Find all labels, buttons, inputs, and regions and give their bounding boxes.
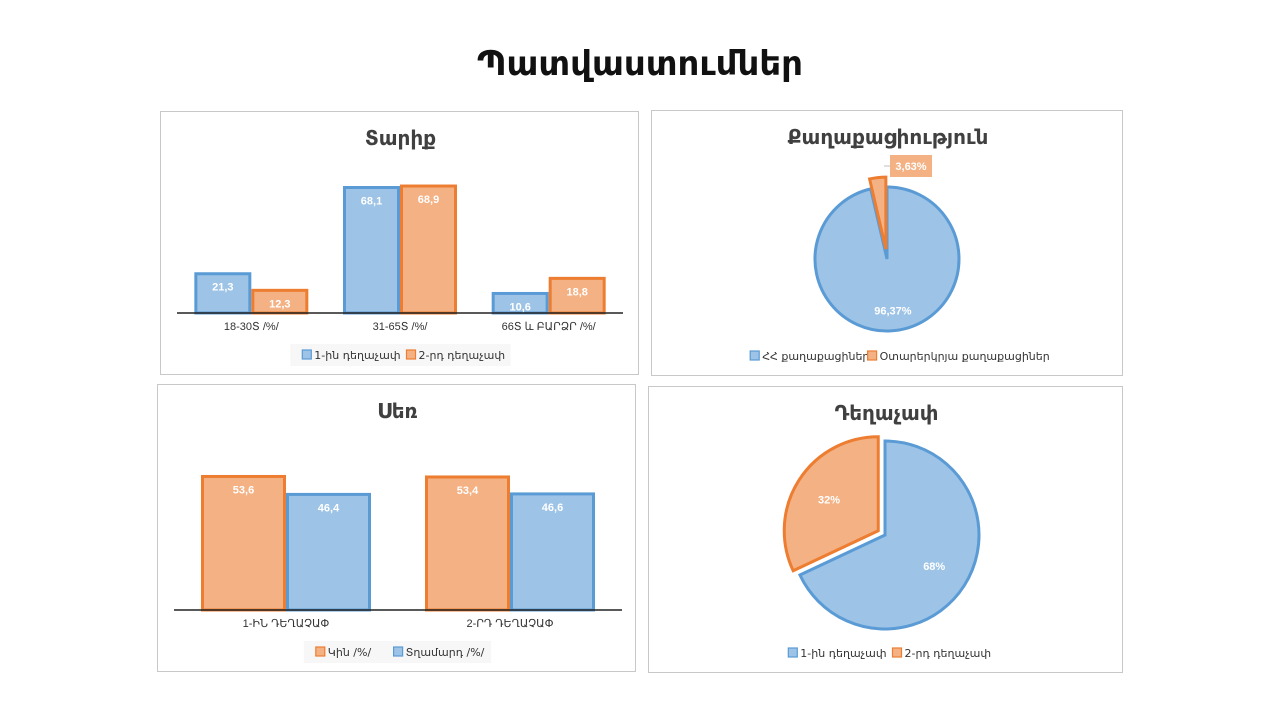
legend-swatch <box>315 646 326 657</box>
citizenship-chart-panel: Քաղաքացիություն 96,37% 3,63% ՀՀ քաղաքացիներ… <box>651 110 1123 376</box>
dose-chart-panel: Դեղաչափ 68% 32% 1-ին դեղաչափ 2-րդ դեղաչափ <box>648 386 1123 673</box>
data-label: 12,3 <box>269 298 290 310</box>
data-label: 96,37% <box>874 306 912 318</box>
legend-label: ՀՀ քաղաքացիներ <box>762 350 869 363</box>
legend-background <box>290 344 511 366</box>
pie-slice <box>813 185 961 333</box>
legend-label: Օտարերկրյա քաղաքացիներ <box>880 350 1050 363</box>
legend-label: Տղամարդ /%/ <box>406 646 485 659</box>
data-label: 68% <box>923 561 945 573</box>
x-tick-label: 2-ՐԴ ԴԵՂԱՉԱՓ <box>467 618 554 630</box>
x-tick-label: 66Տ և ԲԱՐՁՐ /%/ <box>502 321 597 333</box>
legend-swatch <box>301 349 312 360</box>
legend-swatch <box>787 647 798 658</box>
page-title: Պատվաստումներ <box>476 44 803 84</box>
legend-swatch <box>405 349 417 360</box>
bar <box>343 186 400 315</box>
legend-label: Կին /%/ <box>328 646 372 659</box>
data-label: 18,8 <box>566 286 587 298</box>
data-label: 32% <box>818 494 840 506</box>
data-label: 68,9 <box>418 194 439 206</box>
legend-swatch <box>749 350 760 361</box>
legend-label: 1-ին դեղաչափ <box>314 349 400 362</box>
age-chart: Տարիք 21,3 12,3 18-30Տ /%/ 68,1 68,9 31-65Տ /%… <box>177 126 623 366</box>
dose-chart: Դեղաչափ 68% 32% 1-ին դեղաչափ 2-րդ դեղաչափ <box>782 401 992 660</box>
age-chart-panel: Տարիք 21,3 12,3 18-30Տ /%/ 68,1 68,9 31-65Տ /%… <box>160 111 639 375</box>
data-label-box <box>890 155 932 177</box>
data-label: 46,4 <box>318 502 340 514</box>
data-label: 53,6 <box>233 484 254 496</box>
citizenship-chart: Քաղաքացիություն 96,37% 3,63% ՀՀ քաղաքացիներ… <box>749 125 1050 363</box>
x-tick-label: 18-30Տ /%/ <box>224 321 280 333</box>
pie-slice <box>867 175 888 250</box>
legend-swatch <box>393 646 404 657</box>
x-tick-label: 1-ԻՆ ԴԵՂԱՉԱՓ <box>243 618 330 630</box>
data-label: 53,4 <box>457 485 479 497</box>
chart-title: Տարիք <box>365 126 436 150</box>
legend-label: 1-ին դեղաչափ <box>800 647 886 660</box>
bar <box>400 184 457 315</box>
sex-chart-panel: Սեռ 53,6 46,4 1-ԻՆ ԴԵՂԱՉԱՓ 53,4 46,6 2-ՐԴ ԴԵՂԱ… <box>157 384 636 672</box>
legend-label: 2-րդ դեղաչափ <box>419 349 506 362</box>
pie-slice <box>797 439 981 631</box>
legend-label: 2-րդ դեղաչափ <box>905 647 992 660</box>
data-label: 10,6 <box>509 301 530 313</box>
x-tick-label: 31-65Տ /%/ <box>373 321 429 333</box>
bar <box>201 474 286 612</box>
data-label: 46,6 <box>542 502 563 514</box>
legend-swatch <box>891 647 903 658</box>
pie-slice <box>782 435 880 573</box>
data-label: 68,1 <box>361 196 382 208</box>
chart-title: Սեռ <box>377 399 418 423</box>
bar <box>425 475 510 612</box>
legend-swatch <box>867 350 878 361</box>
chart-title: Քաղաքացիություն <box>788 125 989 149</box>
sex-chart: Սեռ 53,6 46,4 1-ԻՆ ԴԵՂԱՉԱՓ 53,4 46,6 2-ՐԴ ԴԵՂԱ… <box>174 399 622 663</box>
data-label: 3,63% <box>895 161 926 173</box>
chart-title: Դեղաչափ <box>835 401 939 425</box>
data-label: 21,3 <box>212 282 233 294</box>
